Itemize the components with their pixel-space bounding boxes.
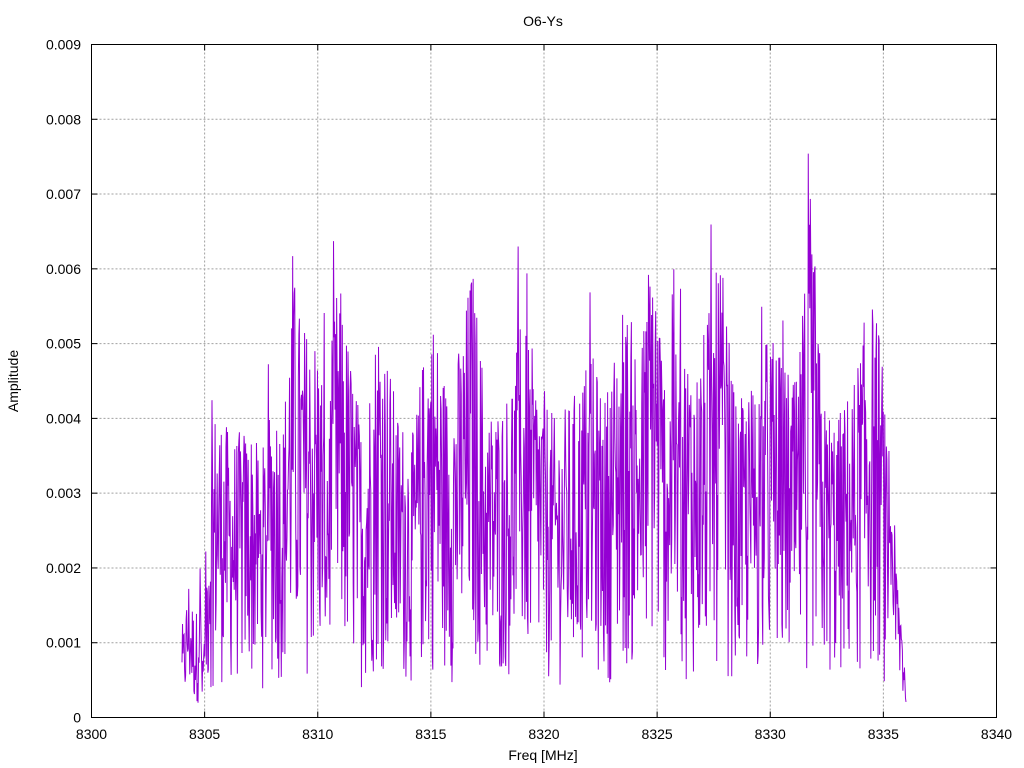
chart-title: O6-Ys: [523, 13, 563, 29]
x-tick-label: 8300: [76, 726, 107, 742]
x-tick-label: 8335: [868, 726, 899, 742]
x-tick-label: 8340: [981, 726, 1012, 742]
y-tick-label: 0.003: [46, 485, 81, 501]
y-tick-label: 0.006: [46, 261, 81, 277]
y-tick-label: 0: [73, 710, 81, 726]
y-tick-label: 0.005: [46, 336, 81, 352]
x-tick-label: 8305: [189, 726, 220, 742]
y-tick-label: 0.008: [46, 111, 81, 127]
y-tick-label: 0.001: [46, 635, 81, 651]
series-line: [181, 153, 907, 703]
x-axis-label: Freq [MHz]: [508, 747, 577, 763]
y-tick-label: 0.009: [46, 37, 81, 53]
x-tick-label: 8325: [642, 726, 673, 742]
x-tick-label: 8310: [302, 726, 333, 742]
x-tick-label: 8315: [415, 726, 446, 742]
y-tick-label: 0.007: [46, 186, 81, 202]
y-tick-label: 0.004: [46, 410, 81, 426]
y-axis-label: Amplitude: [5, 350, 21, 412]
y-tick-label: 0.002: [46, 560, 81, 576]
x-tick-label: 8330: [755, 726, 786, 742]
x-tick-label: 8320: [528, 726, 559, 742]
axis-ticks: 8300 8305 8310 8315 8320 8325 8330 8335 8340 0 0.0…: [46, 37, 1012, 743]
